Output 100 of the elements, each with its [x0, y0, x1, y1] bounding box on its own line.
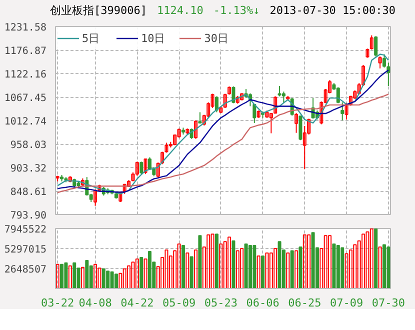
text: 1124.10 [156, 4, 204, 17]
bar [362, 234, 366, 288]
bar [186, 252, 190, 288]
bar [228, 236, 232, 288]
bar [131, 262, 135, 288]
bar [148, 251, 152, 288]
bar [298, 246, 302, 288]
bar [219, 243, 223, 288]
y-tick-label: 848.61 [10, 187, 46, 198]
bar [366, 231, 370, 288]
bar [302, 234, 306, 288]
bar [261, 256, 265, 288]
candlestick [140, 161, 144, 175]
x-tick-label: 05-09 [162, 296, 196, 310]
bar [106, 270, 110, 288]
x-tick-label: 04-08 [78, 296, 112, 310]
candlestick [378, 56, 382, 69]
candlestick [386, 62, 390, 87]
text: 2013-07-30 15:00:30 [270, 4, 396, 17]
bar [210, 234, 214, 288]
bar [80, 266, 84, 288]
candlestick [298, 115, 302, 141]
y-tick-label: 5297015 [4, 244, 47, 256]
bar [378, 246, 382, 288]
candlestick [156, 162, 160, 178]
bar [181, 244, 185, 288]
bar [353, 244, 357, 288]
bar [98, 268, 102, 288]
candlestick [278, 86, 282, 97]
candlestick [198, 112, 202, 124]
x-tick-label: 04-22 [120, 296, 154, 310]
candlestick [144, 158, 148, 175]
legend-label: 10日 [141, 30, 166, 46]
bar [240, 248, 244, 288]
candlestick [122, 183, 126, 194]
bar [64, 262, 68, 288]
y-tick-label: 1122.16 [4, 70, 47, 80]
bar [370, 228, 374, 288]
x-tick-label: 05-23 [204, 296, 238, 310]
bar [252, 244, 256, 288]
candlestick [118, 192, 122, 202]
bar [248, 244, 252, 288]
x-tick-label: 06-06 [246, 296, 280, 310]
bar [336, 244, 340, 288]
candlestick [152, 166, 156, 177]
bar [94, 264, 98, 288]
bar [236, 250, 240, 288]
legend-label: 5日 [82, 30, 101, 46]
bar [256, 256, 260, 288]
bar [102, 268, 106, 288]
chart-title: 创业板指[399006] [50, 4, 147, 17]
candlestick [274, 96, 278, 114]
candlestick [294, 112, 298, 134]
y-tick-label: 1067.45 [4, 93, 47, 104]
y-tick-label: 7945522 [4, 224, 47, 236]
bar [294, 250, 298, 288]
bar [232, 240, 236, 288]
bar [344, 253, 348, 288]
x-tick-label: 06-25 [288, 296, 322, 310]
candlestick [214, 96, 218, 113]
y-tick-label: 1176.87 [4, 46, 47, 57]
candlestick [282, 91, 286, 104]
bar [206, 234, 210, 288]
bar [286, 252, 290, 288]
bar [110, 271, 114, 288]
bar [177, 243, 181, 288]
bar [198, 235, 202, 288]
bar [194, 249, 198, 288]
bar [164, 249, 168, 288]
bar [214, 234, 218, 288]
bar [332, 243, 336, 288]
candlestick [374, 36, 378, 57]
candlestick [340, 102, 344, 121]
bar [328, 235, 332, 288]
bar [56, 264, 60, 288]
text: -1.13%↓ [213, 4, 260, 17]
bar [244, 243, 248, 288]
bar [118, 272, 122, 288]
y-tick-label: 1012.74 [4, 116, 47, 128]
y-tick-label: 903.32 [10, 164, 46, 174]
candlestick [252, 104, 256, 124]
legend-label: 30日 [204, 30, 228, 46]
bar [274, 248, 278, 288]
y-tick-label: 793.90 [10, 210, 46, 222]
x-tick-label: 07-30 [372, 296, 405, 310]
bar [374, 228, 378, 288]
bar [311, 232, 315, 288]
bar [324, 235, 328, 288]
candlestick [94, 189, 98, 206]
bar [68, 265, 72, 288]
bar [265, 252, 269, 288]
bar [382, 244, 386, 288]
x-tick-label: 03-22 [41, 296, 74, 310]
bar [127, 265, 131, 288]
x-tick-label: 07-09 [330, 296, 364, 310]
candlestick [370, 34, 374, 50]
bar [340, 247, 344, 288]
bar [114, 274, 118, 288]
bar [386, 246, 390, 288]
bar [307, 234, 311, 288]
